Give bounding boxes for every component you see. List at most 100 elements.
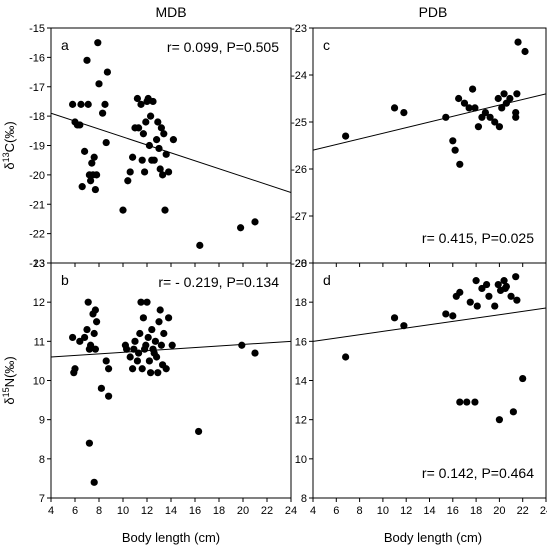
data-point (83, 325, 91, 334)
y-tick-label: 9 (39, 415, 45, 427)
y-tick-label: 8 (39, 454, 45, 466)
data-point (105, 365, 113, 373)
data-point (486, 113, 494, 121)
data-point (155, 318, 163, 326)
data-point (500, 277, 508, 285)
data-point (84, 298, 92, 306)
y-tick-label: -26 (291, 164, 307, 176)
data-point (162, 365, 170, 373)
data-point (105, 392, 113, 400)
panel-a: -23 -22 -21 -20 -19 -18 -17 -16 -15 a r= 0.099, P=… (1, 23, 292, 270)
data-point (130, 345, 138, 353)
data-point (442, 113, 450, 121)
data-point (87, 177, 95, 185)
data-point (124, 177, 132, 185)
data-point (91, 345, 99, 353)
data-point (485, 292, 493, 300)
data-point (90, 329, 98, 338)
data-point (133, 94, 141, 103)
data-point (162, 150, 170, 158)
x-tick-label: 22 (261, 505, 273, 517)
data-point (126, 353, 134, 361)
data-point (390, 314, 399, 322)
data-point (512, 109, 520, 117)
panel-c: -28 -27 -26 -25 -24 -23 c r= 0.415, P=0.025 (291, 23, 547, 270)
data-point (149, 97, 157, 106)
data-point (91, 185, 99, 194)
fit-line (313, 307, 546, 342)
data-point (400, 322, 408, 330)
data-point (90, 478, 98, 486)
data-point (155, 144, 163, 153)
data-point (154, 369, 162, 377)
data-point (513, 296, 521, 304)
data-point (160, 329, 168, 338)
data-point (95, 80, 103, 88)
data-point (138, 156, 146, 164)
panel-b: 7 8 9 10 11 12 13 4 6 8 10 12 14 16 18 20 22 24 b r= - 0.21… (1, 258, 297, 517)
y-tick-label: -24 (291, 70, 307, 82)
data-point (119, 206, 127, 214)
data-point (97, 384, 105, 392)
y-tick-label: -16 (29, 52, 45, 64)
data-point (139, 314, 147, 322)
data-point (139, 130, 147, 138)
data-point (135, 349, 143, 357)
data-point (238, 341, 246, 349)
data-point (165, 168, 173, 176)
data-point (129, 153, 137, 161)
data-point (142, 341, 150, 349)
y-tick-label: 18 (295, 297, 307, 309)
data-point (521, 47, 529, 56)
y-tick-label: 12 (33, 297, 45, 309)
x-tick-label: 8 (96, 505, 102, 517)
y-tick-label: -25 (291, 117, 307, 129)
y-tick-label: 7 (39, 493, 45, 505)
x-tick-label: 4 (48, 505, 54, 517)
data-point (123, 345, 131, 353)
data-point (129, 365, 137, 373)
data-point (78, 183, 86, 191)
y-tick-label: 8 (301, 493, 307, 505)
stats-annotation: r= - 0.219, P=0.134 (158, 274, 279, 290)
data-point (137, 298, 145, 306)
data-point (400, 109, 408, 117)
data-point (463, 398, 471, 406)
data-point (103, 68, 111, 76)
y-tick-label: -21 (29, 199, 45, 211)
data-point (138, 365, 146, 373)
fit-line (51, 340, 291, 358)
data-point (156, 306, 164, 314)
data-point (237, 224, 245, 232)
data-point (195, 427, 203, 436)
panel-letter: c (323, 37, 330, 53)
y-tick-label: 16 (295, 336, 307, 348)
data-point (498, 104, 506, 112)
data-point (251, 218, 259, 226)
data-point (471, 104, 479, 112)
panels: -23 -22 -21 -20 -19 -18 -17 -16 -15 a r= 0.099, P=… (1, 23, 547, 517)
data-point (456, 288, 464, 296)
y-tick-label: -17 (29, 82, 45, 94)
data-point (99, 109, 107, 117)
data-point (494, 280, 502, 289)
data-point (144, 333, 152, 342)
data-point (465, 104, 473, 112)
data-point (161, 206, 169, 214)
data-point (91, 306, 99, 314)
y-tick-label: -23 (29, 258, 45, 270)
data-point (456, 398, 464, 406)
data-point (153, 136, 161, 144)
y-tick-label: 10 (295, 454, 307, 466)
x-tick-label: 18 (213, 505, 225, 517)
data-point (142, 118, 150, 126)
data-point (153, 353, 161, 361)
y-tick-label: 14 (295, 376, 307, 388)
y-tick-label: -27 (291, 211, 307, 223)
data-point (514, 38, 522, 46)
y-tick-label: 10 (33, 376, 45, 388)
y-tick-label: -28 (291, 258, 307, 270)
data-point (157, 124, 165, 132)
data-point (495, 123, 503, 131)
fit-line (51, 112, 291, 193)
